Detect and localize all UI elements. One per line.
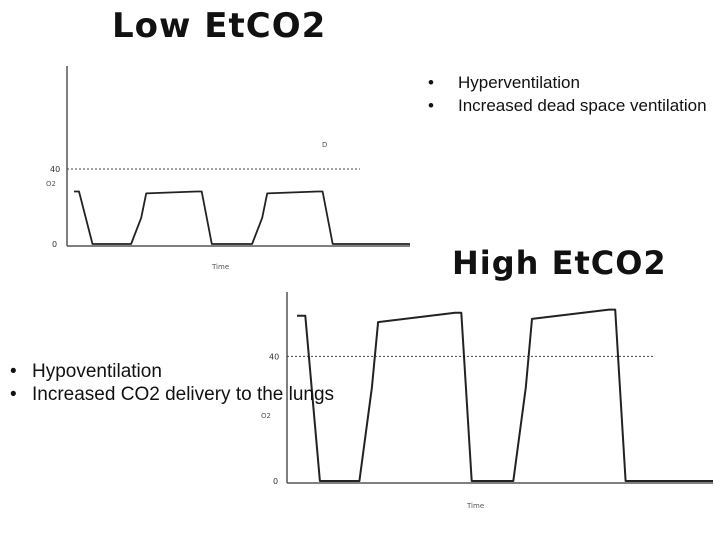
bullet-item: Increased dead space ventilation xyxy=(424,95,707,118)
co2-waveform-line xyxy=(297,308,713,482)
low-etco2-waveform-chart: 40 0 O2 Time D xyxy=(46,66,410,271)
bullet-item: Increased CO2 delivery to the lungs xyxy=(6,383,334,406)
y-tick-label: 0 xyxy=(52,240,57,249)
x-axis-label: Time xyxy=(466,502,484,510)
y-axis-label: O2 xyxy=(261,412,271,420)
low-etco2-title: Low EtCO2 xyxy=(112,6,327,46)
y-tick-label: 0 xyxy=(273,477,278,486)
low-causes-list: Hyperventilation Increased dead space ve… xyxy=(424,72,707,118)
high-causes-list: Hypoventilation Increased CO2 delivery t… xyxy=(6,360,334,407)
y-axis-label: O2 xyxy=(46,180,56,188)
high-etco2-title: High EtCO2 xyxy=(452,244,667,282)
y-tick-label: 40 xyxy=(50,165,60,174)
x-axis-label: Time xyxy=(211,263,229,271)
bullet-item: Hypoventilation xyxy=(6,360,334,383)
co2-waveform-line xyxy=(74,190,410,245)
bullet-item: Hyperventilation xyxy=(424,72,707,95)
annotation-label: D xyxy=(322,141,327,149)
y-tick-label: 40 xyxy=(269,352,279,361)
